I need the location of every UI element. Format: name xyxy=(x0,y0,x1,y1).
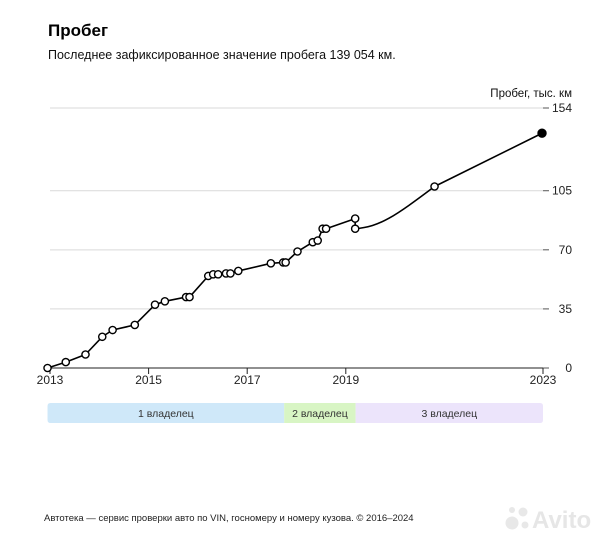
y-tick-label: 154 xyxy=(552,101,572,115)
y-tick-label: 0 xyxy=(565,361,572,375)
mileage-point xyxy=(185,292,194,302)
avito-logo-text: Avito xyxy=(532,507,591,533)
mileage-point xyxy=(108,325,117,335)
mileage-point xyxy=(321,224,331,234)
mileage-point xyxy=(213,269,223,279)
mileage-point xyxy=(226,269,235,278)
mileage-point xyxy=(97,332,107,342)
x-tick-label: 2023 xyxy=(530,373,557,387)
mileage-point xyxy=(350,214,360,223)
owner-segment xyxy=(355,403,543,423)
x-tick-label: 2017 xyxy=(234,373,261,387)
x-tick-label: 2019 xyxy=(332,373,359,387)
x-tick-label: 2015 xyxy=(135,373,162,387)
owner-segment xyxy=(47,403,285,423)
mileage-point xyxy=(81,350,90,359)
mileage-point xyxy=(43,363,52,373)
avito-logo: Avito xyxy=(505,507,591,533)
y-tick-label: 105 xyxy=(552,184,572,198)
mileage-point xyxy=(313,236,322,245)
mileage-point xyxy=(350,224,360,234)
owner-label: 2 владелец xyxy=(292,408,348,420)
mileage-point xyxy=(150,300,160,309)
mileage-point xyxy=(281,258,290,267)
y-axis-label: Пробег, тыс. км xyxy=(490,88,572,100)
owner-label: 3 владелец xyxy=(421,408,477,420)
y-tick-label: 35 xyxy=(559,302,573,316)
owner-label: 1 владелец xyxy=(138,408,194,420)
owner-segment xyxy=(284,403,356,423)
mileage-summary: Последнее зафиксированное значение пробе… xyxy=(48,48,396,62)
mileage-point xyxy=(430,182,439,191)
mileage-point xyxy=(234,266,243,276)
mileage-point xyxy=(266,259,276,268)
y-tick-label: 70 xyxy=(559,243,573,257)
mileage-point xyxy=(61,357,71,367)
x-tick-label: 2013 xyxy=(37,373,64,387)
footer-text: Автотека — сервис проверки авто по VIN, … xyxy=(44,513,414,524)
latest-mileage-point xyxy=(537,128,547,138)
mileage-point xyxy=(160,297,170,306)
mileage-point xyxy=(130,320,140,330)
page-title: Пробег xyxy=(48,21,109,40)
mileage-point xyxy=(293,247,302,256)
mileage-chart: 1 владелец 2 владелец 3 владелец 0 35 70 105 1… xyxy=(37,88,573,423)
